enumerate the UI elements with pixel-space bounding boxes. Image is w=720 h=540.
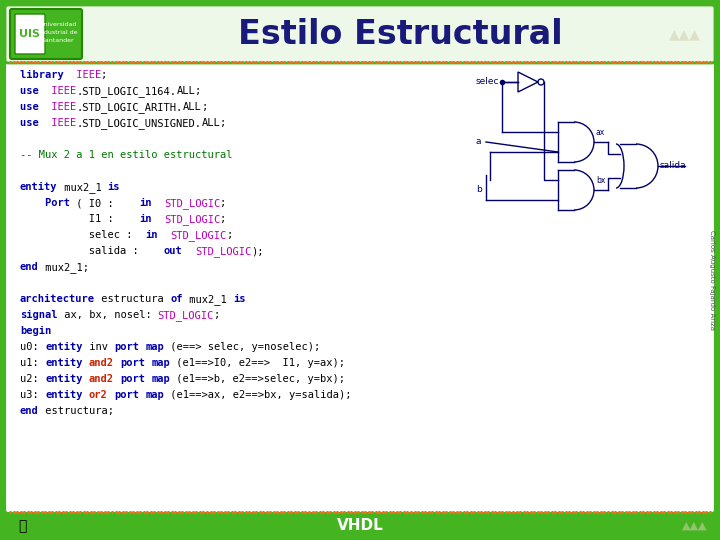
Text: STD_LOGIC: STD_LOGIC — [170, 230, 227, 241]
Text: Industrial de: Industrial de — [38, 30, 78, 35]
Text: (e1==>I0, e2==>  I1, y=ax);: (e1==>I0, e2==> I1, y=ax); — [170, 358, 346, 368]
Text: use: use — [20, 86, 45, 96]
Text: ax: ax — [596, 128, 606, 137]
Text: inv: inv — [83, 342, 114, 352]
Text: entity: entity — [45, 374, 83, 384]
Text: map: map — [145, 342, 164, 352]
Text: UIS: UIS — [19, 29, 40, 39]
Text: .STD_LOGIC_1164.: .STD_LOGIC_1164. — [76, 86, 176, 97]
Text: map: map — [151, 358, 170, 368]
Text: STD_LOGIC: STD_LOGIC — [195, 246, 251, 257]
Text: u1:: u1: — [20, 358, 45, 368]
Text: selec: selec — [476, 78, 500, 86]
Text: out: out — [164, 246, 183, 256]
Text: mux2_1;: mux2_1; — [39, 262, 89, 273]
Text: Universidad: Universidad — [40, 22, 77, 26]
Text: port: port — [120, 358, 145, 368]
Text: and2: and2 — [89, 374, 114, 384]
Text: port: port — [114, 342, 139, 352]
Text: salida :: salida : — [20, 246, 163, 256]
Text: in: in — [145, 230, 158, 240]
Text: port: port — [114, 390, 139, 400]
Text: estructura: estructura — [95, 294, 170, 304]
Text: mux2_1: mux2_1 — [58, 182, 107, 193]
Text: salida: salida — [660, 161, 687, 171]
Text: IEEE: IEEE — [45, 102, 76, 112]
Text: entity: entity — [45, 390, 83, 400]
Text: -- Mux 2 a 1 en estilo estructural: -- Mux 2 a 1 en estilo estructural — [20, 150, 233, 160]
Text: architecture: architecture — [20, 294, 95, 304]
Text: b: b — [476, 186, 482, 194]
Text: (e1==>b, e2==>selec, y=bx);: (e1==>b, e2==>selec, y=bx); — [170, 374, 346, 384]
Text: ;: ; — [227, 230, 233, 240]
FancyBboxPatch shape — [10, 9, 82, 59]
Text: );: ); — [251, 246, 264, 256]
Text: ;: ; — [214, 310, 220, 320]
Text: ;: ; — [220, 118, 227, 128]
FancyBboxPatch shape — [5, 5, 715, 63]
Text: ▲▲▲: ▲▲▲ — [669, 27, 701, 41]
Text: u2:: u2: — [20, 374, 45, 384]
Text: use: use — [20, 102, 45, 112]
Text: STD_LOGIC: STD_LOGIC — [164, 214, 220, 225]
Text: ;: ; — [102, 70, 107, 80]
Text: Port: Port — [20, 198, 70, 208]
Text: entity: entity — [45, 342, 83, 352]
Text: in: in — [139, 198, 151, 208]
Text: entity: entity — [20, 182, 58, 192]
Text: bx: bx — [596, 176, 606, 185]
Text: selec :: selec : — [20, 230, 145, 240]
Text: 🐝: 🐝 — [18, 519, 26, 533]
Text: ;: ; — [220, 198, 227, 208]
Text: STD_LOGIC: STD_LOGIC — [164, 198, 220, 209]
Text: ▲▲▲: ▲▲▲ — [683, 521, 708, 531]
Text: ALL: ALL — [176, 86, 195, 96]
Text: STD_LOGIC: STD_LOGIC — [158, 310, 214, 321]
Text: end: end — [20, 406, 39, 416]
Text: mux2_1: mux2_1 — [183, 294, 233, 305]
Text: IEEE: IEEE — [70, 70, 102, 80]
Text: IEEE: IEEE — [45, 86, 76, 96]
Text: u0:: u0: — [20, 342, 45, 352]
Text: of: of — [170, 294, 183, 304]
Text: in: in — [139, 214, 151, 224]
Text: (e==> selec, y=noselec);: (e==> selec, y=noselec); — [164, 342, 320, 352]
Text: ;: ; — [195, 86, 202, 96]
Text: ALL: ALL — [202, 118, 220, 128]
Text: is: is — [233, 294, 246, 304]
Text: .STD_LOGIC_ARITH.: .STD_LOGIC_ARITH. — [76, 102, 183, 113]
Text: ax, bx, nosel:: ax, bx, nosel: — [58, 310, 158, 320]
Text: Santander: Santander — [42, 37, 74, 43]
Text: ;: ; — [220, 214, 227, 224]
Text: ( I0 :: ( I0 : — [70, 198, 139, 208]
FancyBboxPatch shape — [5, 59, 715, 513]
Text: a: a — [476, 138, 482, 146]
Text: ;: ; — [202, 102, 208, 112]
FancyBboxPatch shape — [15, 14, 45, 54]
Text: use: use — [20, 118, 45, 128]
Text: IEEE: IEEE — [45, 118, 76, 128]
Text: map: map — [145, 390, 164, 400]
Text: entity: entity — [45, 358, 83, 368]
Text: estructura;: estructura; — [39, 406, 114, 416]
Text: signal: signal — [20, 310, 58, 320]
Text: .STD_LOGIC_UNSIGNED.: .STD_LOGIC_UNSIGNED. — [76, 118, 202, 129]
Text: Carlos Augusto Fajardo Ariza: Carlos Augusto Fajardo Ariza — [709, 230, 715, 330]
Text: I1 :: I1 : — [20, 214, 139, 224]
Text: map: map — [151, 374, 170, 384]
Text: (e1==>ax, e2==>bx, y=salida);: (e1==>ax, e2==>bx, y=salida); — [164, 390, 351, 400]
Text: u3:: u3: — [20, 390, 45, 400]
Text: end: end — [20, 262, 39, 272]
Text: VHDL: VHDL — [337, 518, 383, 534]
Text: ALL: ALL — [183, 102, 202, 112]
Text: library: library — [20, 70, 70, 80]
Text: begin: begin — [20, 326, 51, 336]
Text: is: is — [108, 182, 120, 192]
Text: and2: and2 — [89, 358, 114, 368]
Text: Estilo Estructural: Estilo Estructural — [238, 17, 562, 51]
Text: or2: or2 — [89, 390, 107, 400]
Text: port: port — [120, 374, 145, 384]
